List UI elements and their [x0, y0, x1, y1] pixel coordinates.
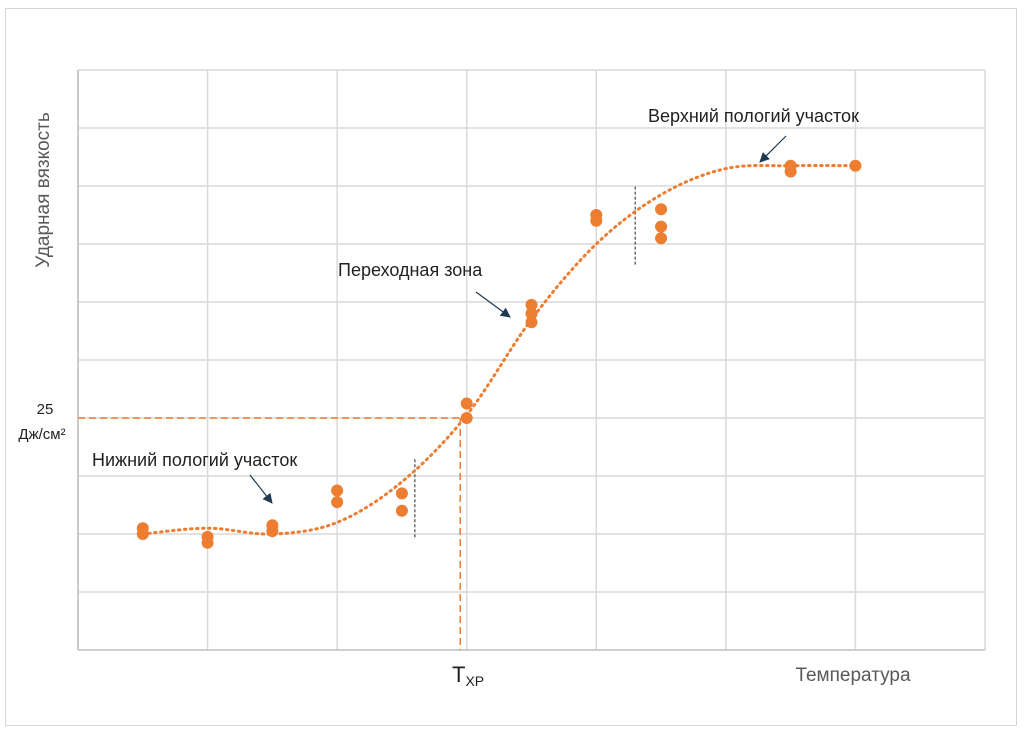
x-tick-label-sub: ХР — [465, 673, 484, 689]
data-point — [460, 397, 473, 410]
data-point — [395, 487, 408, 500]
data-point — [655, 203, 668, 216]
y-marker-unit: Дж/см² — [18, 426, 65, 443]
data-point — [331, 496, 344, 509]
x-tick-label-main: T — [452, 662, 465, 687]
data-point — [525, 307, 538, 320]
data-point — [331, 484, 344, 497]
grid — [77, 69, 986, 650]
arrow-upper-plateau — [759, 135, 787, 163]
chart-frame — [5, 8, 1017, 726]
data-point — [201, 530, 214, 543]
annotation-lower-plateau: Нижний пологий участок — [92, 450, 297, 470]
data-point — [655, 232, 668, 245]
data-point — [849, 159, 862, 172]
data-point — [784, 159, 797, 172]
data-point — [266, 519, 279, 532]
data-point — [136, 522, 149, 535]
y-axis-title: Ударная вязкость — [33, 112, 54, 268]
data-point — [590, 209, 603, 221]
x-tick-label-txr: TХР — [452, 662, 484, 689]
data-point — [395, 504, 408, 517]
annotation-upper-plateau: Верхний пологий участок — [648, 106, 859, 126]
trend-line — [141, 163, 857, 536]
annotation-transition-zone: Переходная зона — [338, 260, 483, 280]
data-points — [136, 159, 862, 549]
data-point — [525, 316, 538, 329]
axes — [77, 70, 985, 651]
arrow-lower-plateau — [249, 474, 273, 504]
x-axis-title: Температура — [795, 665, 911, 686]
data-point — [525, 298, 538, 311]
zone-boundaries — [414, 186, 636, 540]
data-point — [460, 412, 473, 424]
y-marker-value: 25 — [37, 401, 54, 418]
data-point — [655, 220, 668, 233]
arrow-transition-zone — [475, 291, 511, 318]
guide-lines — [78, 417, 461, 650]
